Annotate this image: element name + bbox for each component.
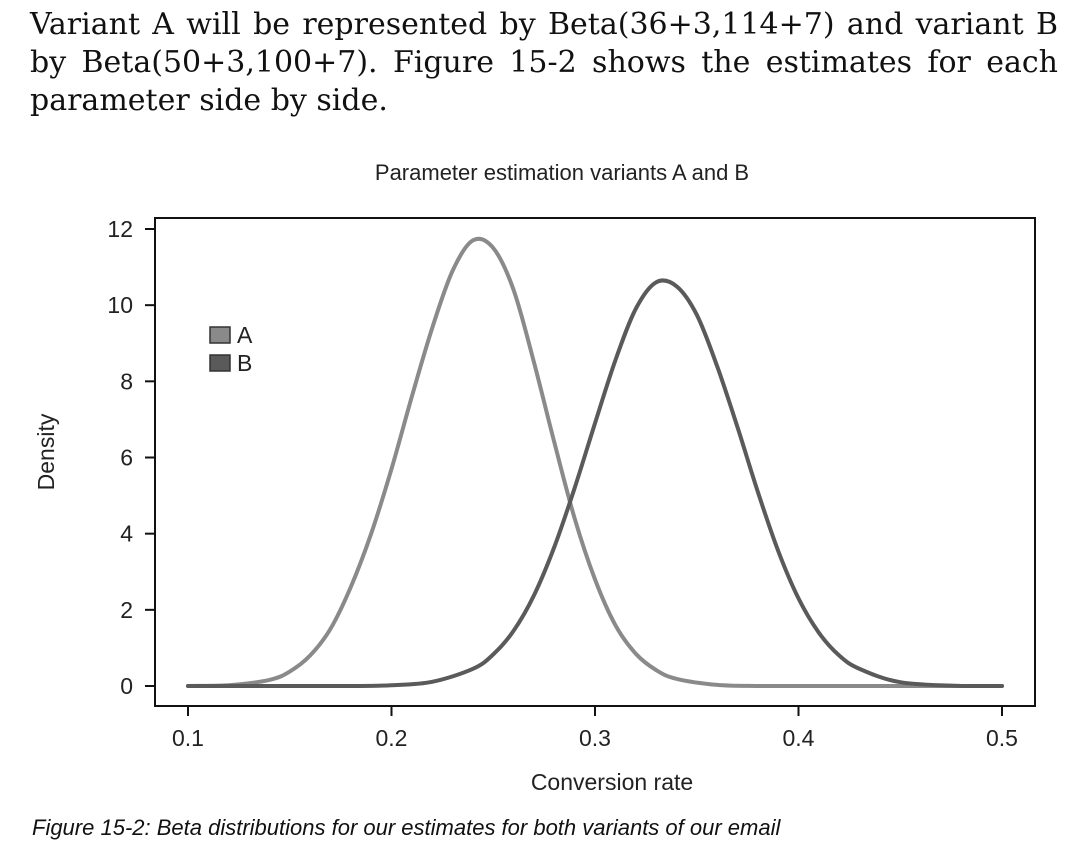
x-axis-label: Conversion rate xyxy=(531,769,693,795)
x-tick-label: 0.4 xyxy=(783,725,815,751)
y-tick-label: 2 xyxy=(120,597,133,623)
y-tick-label: 12 xyxy=(107,216,133,242)
series-layer xyxy=(186,236,1004,688)
x-tick-label: 0.2 xyxy=(376,725,408,751)
legend-swatch-b xyxy=(209,354,231,372)
beta-distribution-chart: Parameter estimation variants A and B 0 2… xyxy=(33,160,1036,795)
y-tick-label: 8 xyxy=(120,368,133,394)
legend-swatch-a xyxy=(209,326,231,344)
x-tick-label: 0.5 xyxy=(986,725,1018,751)
series-line-a xyxy=(186,236,1004,688)
y-tick-label: 10 xyxy=(107,292,133,318)
figure-caption: Figure 15-2: Beta distributions for our … xyxy=(32,815,781,840)
chart-title: Parameter estimation variants A and B xyxy=(375,160,749,185)
y-tick-label: 6 xyxy=(120,445,133,471)
legend-label-b: B xyxy=(237,350,252,376)
y-axis: 0 2 4 6 8 10 12 xyxy=(107,216,155,699)
y-axis-label: Density xyxy=(33,413,59,490)
x-tick-label: 0.1 xyxy=(172,725,204,751)
intro-paragraph: Variant A will be represented by Beta(36… xyxy=(30,7,1058,118)
x-axis: 0.1 0.2 0.3 0.4 0.5 xyxy=(172,706,1018,751)
plot-frame xyxy=(154,217,1036,707)
y-tick-label: 0 xyxy=(120,673,133,699)
y-tick-label: 4 xyxy=(120,521,133,547)
series-line-b xyxy=(186,278,1004,688)
x-tick-label: 0.3 xyxy=(579,725,611,751)
legend-label-a: A xyxy=(237,322,253,348)
legend: AB xyxy=(209,322,253,376)
